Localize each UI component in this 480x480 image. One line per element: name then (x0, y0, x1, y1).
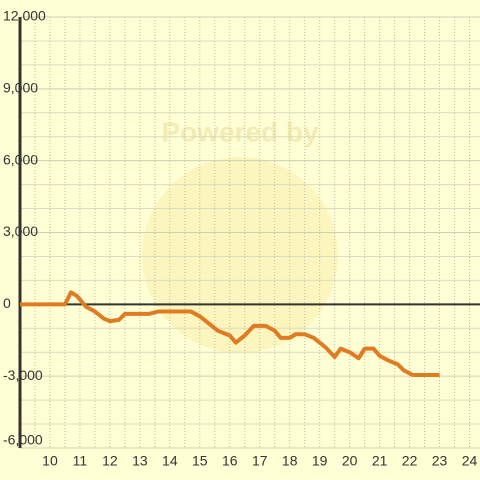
y-tick-label: 0 (3, 295, 11, 311)
x-tick-label: 12 (102, 453, 118, 469)
y-tick-label: 12,000 (3, 8, 46, 24)
watermark-logo (142, 157, 338, 353)
y-tick-label: -3,000 (3, 367, 43, 383)
watermark: Powered by (161, 116, 319, 147)
x-tick-label: 10 (42, 453, 58, 469)
x-tick-label: 19 (312, 453, 328, 469)
x-tick-label: 23 (432, 453, 448, 469)
y-tick-label: -6,000 (3, 432, 43, 448)
x-tick-label: 15 (192, 453, 208, 469)
x-tick-label: 17 (252, 453, 268, 469)
x-tick-label: 16 (222, 453, 238, 469)
x-tick-label: 22 (402, 453, 418, 469)
x-tick-label: 24 (462, 453, 478, 469)
x-tick-label: 20 (342, 453, 358, 469)
x-tick-label: 18 (282, 453, 298, 469)
line-series (20, 290, 440, 377)
x-tick-label: 11 (73, 453, 88, 469)
x-tick-label: 14 (162, 453, 178, 469)
x-tick-label: 21 (372, 453, 388, 469)
x-tick-label: 13 (132, 453, 148, 469)
